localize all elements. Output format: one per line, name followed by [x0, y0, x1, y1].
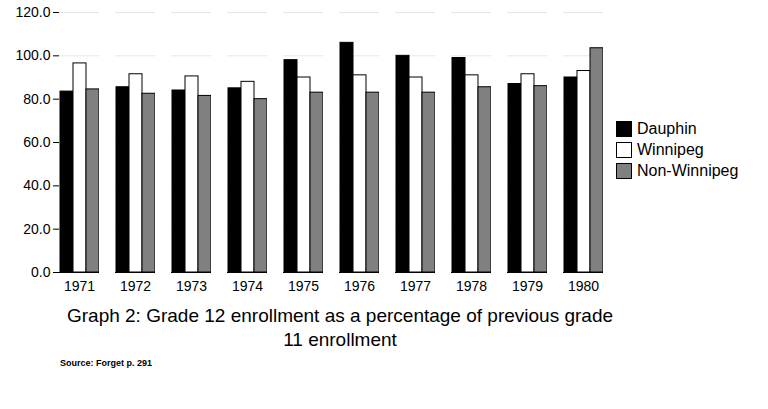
html-text:Dauphin: Dauphin — [637, 120, 697, 137]
svg-text:1971: 1971 — [64, 278, 95, 294]
html-text:Non-Winnipeg: Non-Winnipeg — [637, 162, 739, 179]
svg-text:0.0: 0.0 — [31, 264, 51, 280]
svg-text:1975: 1975 — [288, 278, 319, 294]
svg-text:80.0: 80.0 — [23, 91, 50, 107]
html-text:Winnipeg: Winnipeg — [637, 141, 704, 158]
svg-text:1974: 1974 — [232, 278, 263, 294]
svg-text:1978: 1978 — [456, 278, 487, 294]
svg-text:120.0: 120.0 — [15, 4, 50, 20]
svg-text:1973: 1973 — [176, 278, 207, 294]
svg-text:20.0: 20.0 — [23, 221, 50, 237]
svg-text:1977: 1977 — [400, 278, 431, 294]
svg-text:60.0: 60.0 — [23, 134, 50, 150]
svg-text:1979: 1979 — [512, 278, 543, 294]
svg-text:100.0: 100.0 — [15, 47, 50, 63]
svg-text:1980: 1980 — [568, 278, 599, 294]
html-text:Graph 2: Grade 12 enrollment a: Graph 2: Grade 12 enrollment as a percen… — [67, 305, 613, 350]
svg-text:40.0: 40.0 — [23, 177, 50, 193]
html-text:Source: Forget p. 291: Source: Forget p. 291 — [60, 358, 152, 368]
svg-text:1972: 1972 — [120, 278, 151, 294]
svg-text:1976: 1976 — [344, 278, 375, 294]
